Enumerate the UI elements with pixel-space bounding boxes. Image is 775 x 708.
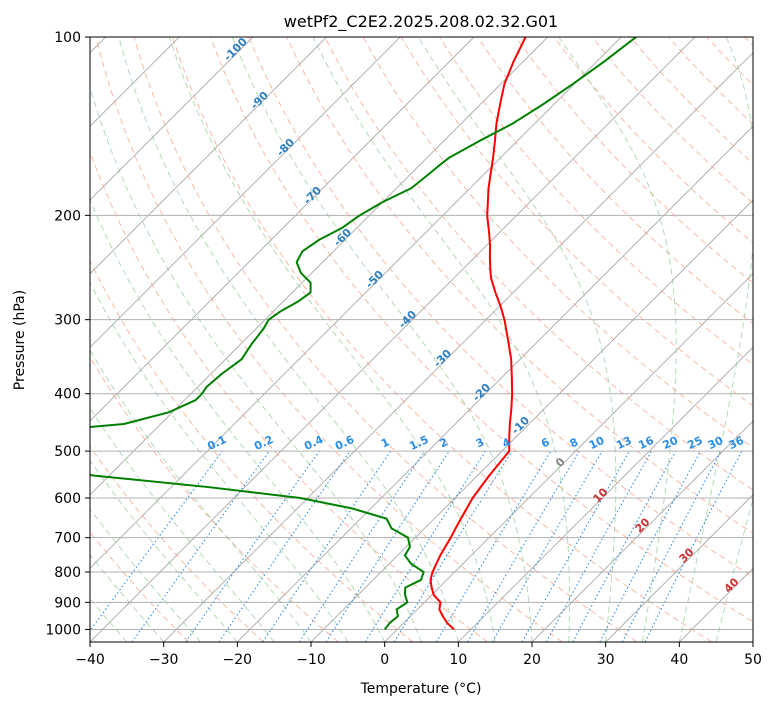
y-tick-label: 300 <box>54 313 81 329</box>
dry-adiabat-line <box>477 37 753 325</box>
moist-adiabat-line <box>90 198 386 642</box>
x-tick-label: 0 <box>380 652 389 668</box>
moist-adiabat-line <box>90 554 165 642</box>
moist-adiabat-line <box>90 85 422 642</box>
mixing-ratio-label: 20 <box>661 434 681 452</box>
x-tick-label: −40 <box>75 652 105 668</box>
mixing-ratio-label: 10 <box>587 434 607 452</box>
y-tick-label: 800 <box>54 565 81 581</box>
mixing-ratio-line <box>185 450 320 642</box>
mixing-ratio-label: 30 <box>706 434 726 452</box>
y-tick-label: 700 <box>54 531 81 547</box>
dry-adiabat-line <box>629 37 753 165</box>
dry-adiabat-line <box>90 259 414 642</box>
mixing-ratio-line <box>393 450 513 642</box>
mixing-ratio-label: 16 <box>636 434 656 452</box>
x-axis-ticks: −40 −30 −20 −10 0 10 20 30 40 50 <box>75 642 762 668</box>
moist-adiabat-line <box>90 281 349 642</box>
y-tick-label: 100 <box>54 30 81 46</box>
moist-adiabat-line <box>752 640 753 642</box>
mixing-ratio-line <box>90 450 223 632</box>
mixing-ratio-label: 25 <box>685 434 704 452</box>
mixing-ratio-label: 13 <box>614 434 633 452</box>
isotherm-line <box>90 37 401 348</box>
temperature-profile-line <box>429 37 527 631</box>
isotherm-line <box>90 37 548 496</box>
background-lines <box>90 37 753 642</box>
dry-adiabat-line <box>591 37 753 204</box>
profile-lines <box>90 37 637 631</box>
y-tick-label: 200 <box>54 208 81 224</box>
mixing-ratio-line <box>364 450 486 642</box>
x-tick-label: −30 <box>149 652 179 668</box>
plot-background <box>90 37 753 642</box>
dry-adiabat-line <box>90 445 264 642</box>
dry-adiabat-line <box>515 37 753 284</box>
isotherm-line <box>90 37 622 569</box>
moist-adiabat-line <box>90 508 201 642</box>
mixing-ratio-line <box>131 450 270 642</box>
dry-adiabat-line <box>95 37 563 642</box>
moist-adiabat-line <box>232 37 533 642</box>
dry-adiabat-line <box>248 37 753 578</box>
mixing-ratio-label: 36 <box>727 434 747 452</box>
mixing-ratio-line <box>545 450 653 642</box>
dry-adiabat-line <box>133 37 638 642</box>
x-axis-title: Temperature (°C) <box>360 681 482 697</box>
y-tick-label: 600 <box>54 491 81 507</box>
moist-adiabat-line <box>558 37 677 642</box>
x-tick-label: 30 <box>597 652 615 668</box>
mixing-ratio-line <box>435 450 552 642</box>
moist-adiabat-line <box>118 37 459 642</box>
isotherm-line <box>605 494 753 642</box>
mixing-ratio-line <box>467 450 580 642</box>
moist-adiabat-line <box>678 37 753 642</box>
dry-adiabat-line <box>171 37 712 642</box>
isotherm-line <box>752 641 753 642</box>
y-tick-label: 900 <box>54 595 81 611</box>
dry-adiabat-line <box>362 37 753 449</box>
x-tick-label: 10 <box>449 652 467 668</box>
moist-adiabat-line <box>312 37 570 642</box>
moist-adiabat-line <box>90 459 238 642</box>
mixing-ratio-line <box>218 450 351 642</box>
moist-adiabat-line <box>168 37 496 642</box>
mixing-ratio-line <box>325 450 450 642</box>
isotherm-line <box>458 346 753 642</box>
isotherm-line <box>163 52 753 642</box>
isotherm-line <box>384 273 753 642</box>
isotherm-line <box>90 37 696 642</box>
chart-title: wetPf2_C2E2.2025.208.02.32.G01 <box>284 12 558 32</box>
y-axis-ticks: 1000 900 800 700 600 500 400 300 200 100 <box>45 30 90 638</box>
dry-adiabat-line <box>210 37 753 623</box>
isotherm-line <box>90 37 327 275</box>
x-tick-label: 50 <box>744 652 762 668</box>
moist-adiabat-line <box>90 349 312 642</box>
mixing-ratio-line <box>491 450 603 642</box>
mixing-ratio-line <box>521 450 630 642</box>
mixing-ratio-line <box>572 450 677 642</box>
x-tick-label: −10 <box>296 652 326 668</box>
dry-adiabat-line <box>324 37 753 491</box>
dewpoint-profile-line <box>90 37 637 631</box>
dry-adiabat-line <box>400 37 753 407</box>
moist-adiabat-line <box>418 37 617 642</box>
isotherm-line <box>531 420 753 642</box>
x-tick-label: 40 <box>670 652 688 668</box>
pressure-grid <box>90 37 753 630</box>
moist-adiabat-line <box>715 497 753 642</box>
y-tick-label: 1000 <box>45 622 81 638</box>
isotherm-line <box>90 37 254 201</box>
y-tick-label: 400 <box>54 387 81 403</box>
isotherm-line <box>237 125 753 642</box>
x-tick-label: 20 <box>523 652 541 668</box>
x-tick-label: −20 <box>223 652 253 668</box>
y-tick-label: 500 <box>54 444 81 460</box>
isotherm-line <box>90 37 475 422</box>
plot-frame <box>89 36 754 643</box>
y-axis-title: Pressure (hPa) <box>12 290 28 390</box>
